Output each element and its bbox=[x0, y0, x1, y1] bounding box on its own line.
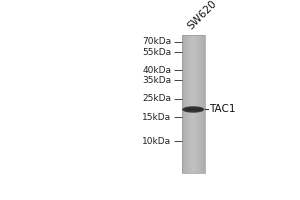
Bar bbox=[183, 35, 184, 173]
Bar bbox=[197, 35, 198, 173]
Bar bbox=[201, 35, 202, 173]
Text: TAC1: TAC1 bbox=[210, 104, 236, 114]
Ellipse shape bbox=[183, 108, 203, 111]
Bar bbox=[185, 35, 186, 173]
Text: SW620: SW620 bbox=[186, 0, 219, 32]
Bar bbox=[191, 35, 192, 173]
Bar bbox=[194, 35, 195, 173]
Bar bbox=[195, 35, 196, 173]
Bar bbox=[192, 35, 193, 173]
Text: 35kDa: 35kDa bbox=[142, 76, 171, 85]
Bar bbox=[190, 35, 191, 173]
Bar bbox=[184, 35, 185, 173]
Bar bbox=[203, 35, 204, 173]
Bar bbox=[182, 35, 183, 173]
Bar bbox=[182, 35, 183, 173]
Bar bbox=[203, 35, 204, 173]
Bar bbox=[187, 35, 188, 173]
Bar bbox=[182, 35, 205, 173]
Bar bbox=[190, 35, 191, 173]
Bar bbox=[199, 35, 200, 173]
Bar bbox=[186, 35, 187, 173]
Bar bbox=[188, 35, 189, 173]
Bar bbox=[197, 35, 198, 173]
Bar bbox=[200, 35, 201, 173]
Bar bbox=[202, 35, 203, 173]
Bar bbox=[191, 35, 192, 173]
Bar bbox=[189, 35, 190, 173]
Bar bbox=[189, 35, 190, 173]
Bar bbox=[198, 35, 199, 173]
Bar bbox=[186, 35, 187, 173]
Text: 70kDa: 70kDa bbox=[142, 37, 171, 46]
Bar bbox=[193, 35, 194, 173]
Bar bbox=[193, 35, 194, 173]
Bar bbox=[204, 35, 205, 173]
Bar bbox=[196, 35, 197, 173]
Bar bbox=[185, 35, 186, 173]
Text: 10kDa: 10kDa bbox=[142, 137, 171, 146]
Ellipse shape bbox=[185, 108, 201, 110]
Ellipse shape bbox=[182, 106, 204, 113]
Text: 55kDa: 55kDa bbox=[142, 48, 171, 57]
Bar bbox=[202, 35, 203, 173]
Text: 15kDa: 15kDa bbox=[142, 113, 171, 122]
Bar bbox=[201, 35, 202, 173]
Bar bbox=[198, 35, 199, 173]
Text: 25kDa: 25kDa bbox=[142, 94, 171, 103]
Bar bbox=[194, 35, 195, 173]
Text: 40kDa: 40kDa bbox=[142, 66, 171, 75]
